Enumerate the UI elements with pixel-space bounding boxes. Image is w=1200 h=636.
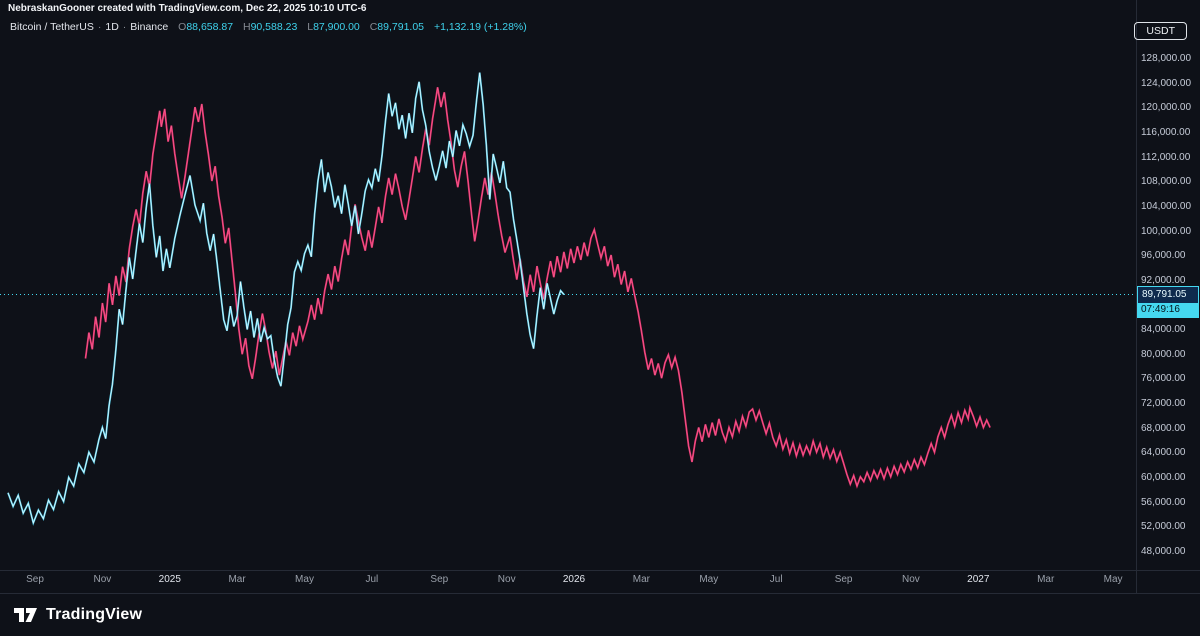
price-axis-label: 112,000.00: [1141, 151, 1191, 163]
open-label: O: [178, 21, 187, 33]
low-value: 87,900.00: [313, 21, 360, 33]
time-axis-label: May: [1103, 574, 1123, 585]
time-axis-label: Sep: [26, 574, 44, 585]
close-value: 89,791.05: [377, 21, 425, 33]
price-chart-canvas[interactable]: [0, 0, 1136, 570]
separator-dot: ·: [122, 21, 127, 33]
close-label: C: [369, 21, 378, 33]
series-btcusdt-daily-cyan: [7, 72, 565, 526]
high-label: H: [242, 21, 251, 33]
price-axis-divider: [1136, 0, 1137, 593]
time-axis-label: Jul: [365, 574, 379, 585]
price-axis-label: 56,000.00: [1141, 496, 1186, 508]
tradingview-logo-icon: [13, 604, 38, 626]
footer-divider: [0, 593, 1200, 594]
time-axis[interactable]: Sep Nov 2025 Mar May Jul Sep Nov 2026 Mar May Jul Se…: [0, 572, 1136, 592]
price-axis-label: 60,000.00: [1141, 472, 1186, 484]
price-axis-label: 104,000.00: [1141, 200, 1192, 212]
time-axis-label: Sep: [430, 574, 449, 585]
symbol-title[interactable]: Bitcoin / TetherUS: [10, 21, 94, 33]
time-axis-divider: [0, 570, 1200, 571]
price-axis[interactable]: 89,791.05 07:49:16 128,000.00 124,000.00 1…: [1137, 0, 1200, 570]
price-axis-label: 84,000.00: [1141, 324, 1186, 336]
time-axis-label: Mar: [632, 574, 651, 585]
chart-header: Bitcoin / TetherUS · 1D · Binance O88,658.87…: [10, 21, 527, 33]
price-axis-label: 80,000.00: [1141, 348, 1186, 360]
series-fractal-overlay-crimson: [84, 87, 991, 489]
price-axis-label: 124,000.00: [1141, 77, 1192, 89]
price-axis-label: 72,000.00: [1141, 398, 1186, 410]
low-label: L: [307, 21, 314, 33]
price-axis-label: 96,000.00: [1141, 250, 1186, 262]
time-axis-label: 2025: [158, 574, 181, 585]
time-axis-label: Mar: [228, 574, 246, 585]
time-axis-label: Jul: [769, 574, 783, 585]
bar-countdown: 07:49:16: [1137, 302, 1199, 318]
price-axis-label: 100,000.00: [1141, 225, 1192, 237]
price-axis-label: 64,000.00: [1141, 447, 1186, 459]
series-core-btcusdt-daily-cyan: [7, 72, 565, 525]
separator-dot: ·: [97, 21, 102, 33]
last-price-badge: 89,791.05 07:49:16: [1137, 285, 1199, 318]
change-value: +1,132.19 (+1.28%): [433, 21, 527, 33]
price-axis-label: 108,000.00: [1141, 176, 1192, 188]
time-axis-label: Sep: [834, 574, 853, 585]
time-axis-label: 2027: [967, 574, 990, 585]
tradingview-wordmark: TradingView: [46, 606, 143, 623]
price-axis-label: 120,000.00: [1141, 102, 1192, 114]
time-axis-label: 2026: [562, 574, 586, 585]
time-axis-label: Nov: [901, 574, 920, 585]
footer-bar: TradingView: [0, 594, 1200, 636]
time-axis-label: Nov: [497, 574, 516, 585]
price-axis-label: 68,000.00: [1141, 422, 1186, 434]
time-axis-label: Mar: [1037, 574, 1055, 585]
price-axis-label: 116,000.00: [1141, 126, 1191, 138]
exchange-label: Binance: [130, 21, 169, 33]
interval-label[interactable]: 1D: [105, 21, 119, 33]
price-axis-label: 92,000.00: [1141, 274, 1186, 286]
time-axis-label: May: [295, 574, 314, 585]
series-core-fractal-overlay-crimson: [85, 87, 991, 488]
price-axis-label: 76,000.00: [1141, 373, 1186, 385]
price-axis-label: 48,000.00: [1141, 546, 1186, 557]
currency-toggle-button[interactable]: USDT: [1134, 22, 1187, 40]
price-axis-label: 128,000.00: [1141, 53, 1192, 64]
price-axis-label: 52,000.00: [1141, 521, 1186, 533]
time-axis-label: May: [699, 574, 719, 585]
watermark-text: NebraskanGooner created with TradingView…: [8, 3, 367, 14]
high-value: 90,588.23: [250, 21, 298, 33]
time-axis-label: Nov: [93, 574, 112, 585]
tradingview-brand-link[interactable]: TradingView: [13, 604, 142, 626]
last-price-value: 89,791.05: [1137, 285, 1199, 303]
open-value: 88,658.87: [186, 21, 234, 33]
